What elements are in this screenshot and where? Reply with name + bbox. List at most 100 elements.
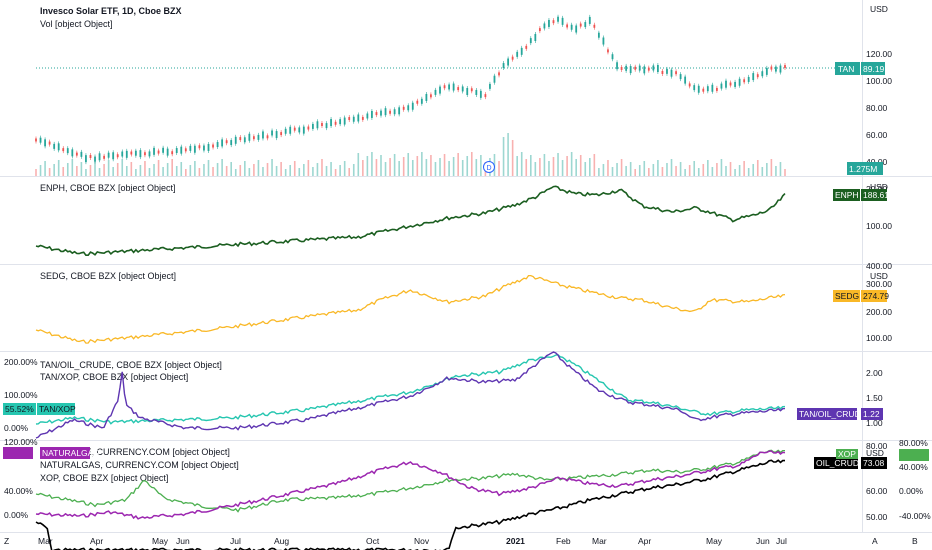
volume-bar <box>693 161 696 176</box>
volume-bar <box>234 169 237 176</box>
volume-bar <box>166 163 169 176</box>
volume-bar <box>552 157 555 176</box>
volume-bar <box>584 162 587 176</box>
volume-bar <box>775 166 777 176</box>
volume-bar <box>98 168 101 176</box>
volume-bar <box>756 160 759 176</box>
tan-xop-series-line <box>35 354 786 425</box>
dividend-marker[interactable]: D <box>483 161 495 173</box>
svg-text:120.00: 120.00 <box>866 49 892 59</box>
xop-legend: XOP, CBOE BZX [object Object] <box>40 473 168 483</box>
time-axis-label: May <box>706 536 723 546</box>
svg-text:200.00%: 200.00% <box>4 357 38 367</box>
volume-bar <box>44 161 46 176</box>
volume-bar <box>316 163 319 176</box>
time-axis-label: Oct <box>366 536 380 546</box>
sedg-series-line <box>35 274 786 344</box>
p5-right-scale[interactable]: 80.00 60.00 50.00 <box>866 441 888 522</box>
volume-bar <box>139 165 142 176</box>
chart-title: Invesco Solar ETF, 1D, Cboe BZX <box>40 6 182 16</box>
volume-bar <box>539 158 541 176</box>
volume-bar <box>679 162 682 176</box>
p5-left-scale[interactable]: 120.00% 40.00% 0.00% <box>4 437 38 520</box>
volume-bar <box>657 160 659 176</box>
volume-bar <box>534 162 537 176</box>
volume-bar <box>371 152 373 176</box>
volume-legend: Vol [object Object] <box>40 19 113 29</box>
volume-bar <box>57 160 60 176</box>
scale-b-button[interactable]: B <box>912 536 918 546</box>
volume-bar <box>357 153 360 176</box>
tan-price-badge: TAN 89.19 <box>835 62 885 75</box>
volume-bar <box>189 165 192 176</box>
volume-bar <box>439 158 441 176</box>
volume-bar <box>725 166 727 176</box>
sedg-legend: SEDG, CBOE BZX [object Object] <box>40 271 176 281</box>
volume-bar <box>770 159 773 176</box>
svg-text:1.50: 1.50 <box>866 393 883 403</box>
p3-tick-100: 100.00 <box>866 333 892 343</box>
volume-bar <box>566 156 568 176</box>
tan-oil-badge: TAN/OIL_CRUDE 1.22 <box>797 408 883 420</box>
p3-tick-200: 200.00 <box>866 307 892 317</box>
volume-bar <box>71 159 74 176</box>
volume-bar <box>262 167 264 176</box>
svg-text:2.00: 2.00 <box>866 368 883 378</box>
volume-bar <box>638 165 641 176</box>
volume-bar <box>511 140 514 176</box>
svg-text:0.00%: 0.00% <box>4 510 29 520</box>
volume-bar <box>153 164 155 176</box>
svg-text:40.00%: 40.00% <box>4 486 33 496</box>
volume-bar <box>85 169 87 176</box>
svg-text:60.00: 60.00 <box>866 486 888 496</box>
tan-xop-legend: TAN/XOP, CBOE BZX [object Object] <box>40 372 188 382</box>
volume-bar <box>548 161 550 176</box>
volume-bar <box>520 152 523 176</box>
volume-bar <box>661 167 664 176</box>
timezone-button[interactable]: Z <box>4 536 9 546</box>
volume-bar <box>475 159 478 176</box>
volume-bar <box>107 160 110 176</box>
volume-bar <box>230 162 232 176</box>
volume-bar <box>275 166 278 176</box>
auto-scale-button[interactable]: A <box>872 536 878 546</box>
volume-bar <box>498 161 500 176</box>
volume-bar <box>185 169 187 176</box>
svg-text:1.00: 1.00 <box>866 418 883 428</box>
time-axis[interactable]: Mar Apr May Jun Jul Aug Oct Nov 2021 Feb Mar Apr May… <box>38 536 787 546</box>
volume-bar <box>244 161 246 176</box>
volume-bar <box>216 163 219 176</box>
volume-bar <box>675 166 677 176</box>
volume-bar <box>570 152 573 176</box>
volume-bar <box>575 159 577 176</box>
volume-bar <box>207 160 210 176</box>
volume-bar <box>80 162 83 176</box>
volume-bar <box>203 164 205 176</box>
p4-left-scale[interactable]: 200.00% 100.00% 0.00% <box>4 357 38 433</box>
volume-bar <box>729 162 732 176</box>
p5-far-scale[interactable]: 80.00% 40.00% 0.00% -40.00% <box>899 438 931 521</box>
volume-bar <box>480 155 482 176</box>
volume-bar <box>389 158 391 176</box>
svg-text:0.00%: 0.00% <box>899 486 924 496</box>
volume-bar <box>334 169 337 176</box>
volume-bar <box>253 164 255 176</box>
enph-legend: ENPH, CBOE BZX [object Object] <box>40 183 176 193</box>
volume-bar <box>611 167 614 176</box>
xop-series-line <box>35 449 785 513</box>
volume-bar <box>589 158 591 176</box>
volume-bar <box>561 160 564 176</box>
volume-bar <box>162 167 164 176</box>
svg-text:TAN/XOP: TAN/XOP <box>39 404 76 414</box>
volume-bar <box>125 166 128 176</box>
svg-text:OIL_CRUDE: OIL_CRUDE <box>816 458 865 468</box>
volume-bar <box>375 159 378 176</box>
svg-text:1.275M: 1.275M <box>849 164 877 174</box>
volume-bar <box>66 163 69 176</box>
oil-crude-badge: OIL_CRUDE 73.08 <box>814 457 887 469</box>
volume-bar <box>280 162 282 176</box>
volume-bar <box>248 168 251 176</box>
svg-text:TAN/OIL_CRUDE: TAN/OIL_CRUDE <box>799 409 867 419</box>
p4-right-scale[interactable]: 2.00 1.50 1.00 <box>866 368 883 428</box>
